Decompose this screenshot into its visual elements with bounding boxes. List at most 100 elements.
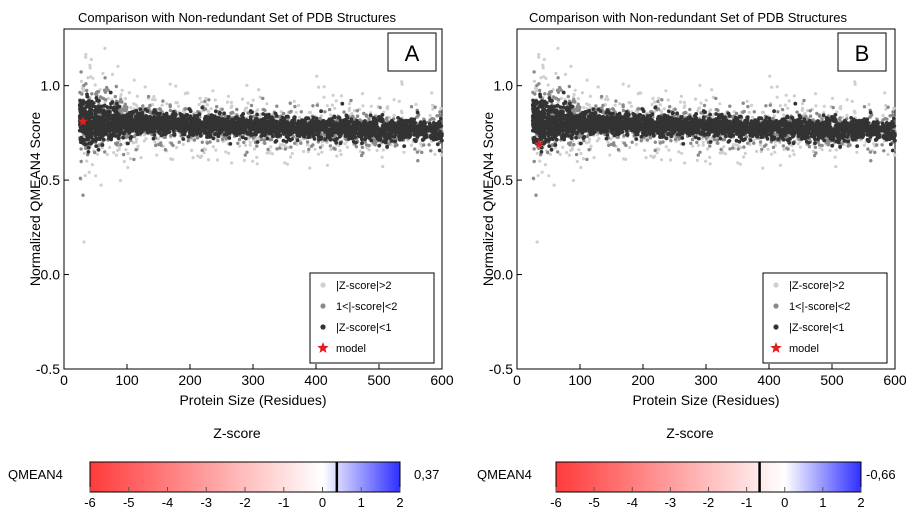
far-point (644, 156, 648, 160)
far-point (818, 146, 822, 150)
near-point (178, 127, 183, 131)
far-point (778, 104, 782, 108)
near-point (435, 142, 440, 147)
x-tick-label: 600 (430, 372, 453, 388)
mid-point (251, 136, 255, 140)
far-point (123, 97, 127, 101)
mid-point (103, 150, 107, 154)
far-point (828, 148, 832, 153)
far-point (833, 155, 837, 159)
near-point (266, 127, 271, 132)
far-point (811, 149, 815, 153)
x-tick-label: 0 (60, 372, 68, 388)
far-point (191, 156, 195, 160)
mid-point (101, 96, 105, 100)
mid-point (323, 110, 327, 114)
far-point (369, 111, 373, 115)
near-point (211, 136, 216, 141)
near-point (98, 123, 103, 128)
mid-point (78, 176, 83, 180)
far-point (139, 156, 143, 160)
near-point (315, 120, 319, 125)
mid-point (360, 145, 365, 150)
far-point (124, 148, 128, 152)
mid-point (354, 145, 359, 149)
far-point (385, 106, 389, 110)
near-point (81, 106, 85, 111)
mid-point (132, 157, 136, 162)
near-point (146, 128, 151, 133)
far-point (329, 113, 333, 117)
near-point (83, 131, 88, 135)
near-point (380, 132, 385, 137)
far-point (618, 102, 622, 106)
near-point (224, 129, 229, 134)
far-point (229, 100, 233, 104)
near-point (357, 122, 361, 127)
near-point (129, 127, 134, 132)
far-point (667, 148, 671, 152)
near-point (219, 120, 224, 124)
mid-point (79, 159, 83, 164)
mid-point (263, 141, 267, 145)
far-point (253, 147, 257, 151)
x-tick-label: 100 (115, 372, 139, 388)
far-point (838, 106, 842, 110)
near-point (213, 109, 218, 114)
mid-point (361, 151, 365, 155)
mid-point (315, 103, 319, 108)
far-point (290, 151, 294, 156)
near-point (292, 116, 297, 121)
far-point (112, 151, 116, 155)
far-point (211, 145, 215, 149)
near-point (367, 125, 372, 130)
far-point (627, 84, 631, 88)
mid-point (342, 110, 346, 114)
mid-point (372, 138, 377, 142)
far-point (660, 158, 664, 162)
mid-point (263, 108, 267, 113)
far-point (198, 96, 202, 100)
mid-point (102, 88, 107, 92)
near-point (108, 105, 113, 110)
mid-point (203, 99, 207, 104)
mid-point (438, 110, 442, 114)
y-ticks: -0.50.00.51.0 (36, 78, 69, 377)
near-point (115, 126, 120, 131)
near-point (200, 126, 204, 130)
far-point (225, 100, 230, 104)
far-point (788, 154, 792, 158)
near-point (101, 133, 106, 138)
near-point (114, 109, 119, 114)
near-point (108, 90, 113, 95)
panel-label: A (405, 41, 420, 66)
far-point (240, 97, 245, 101)
near-point (328, 132, 333, 137)
colorbar-title: Z-score (213, 425, 261, 441)
near-point (401, 134, 406, 139)
far-point (792, 94, 796, 98)
mid-point (307, 147, 311, 151)
near-point (156, 120, 161, 125)
mid-point (78, 90, 82, 95)
near-point (90, 119, 95, 124)
mid-point (266, 147, 270, 152)
far-point (152, 95, 156, 99)
mid-point (378, 105, 382, 110)
colorbar-tick-label: 1 (358, 495, 365, 508)
mid-point (311, 104, 315, 108)
near-point (251, 120, 255, 125)
near-point (325, 120, 330, 124)
mid-point (215, 105, 219, 109)
near-point (226, 115, 231, 120)
near-point (324, 126, 329, 131)
near-point (345, 128, 350, 133)
far-point (592, 156, 596, 160)
far-point (770, 85, 774, 89)
mid-point (118, 108, 122, 112)
far-point (883, 91, 887, 95)
near-point (96, 136, 101, 141)
far-point (294, 110, 298, 114)
far-point (402, 150, 406, 154)
far-point (82, 240, 86, 244)
